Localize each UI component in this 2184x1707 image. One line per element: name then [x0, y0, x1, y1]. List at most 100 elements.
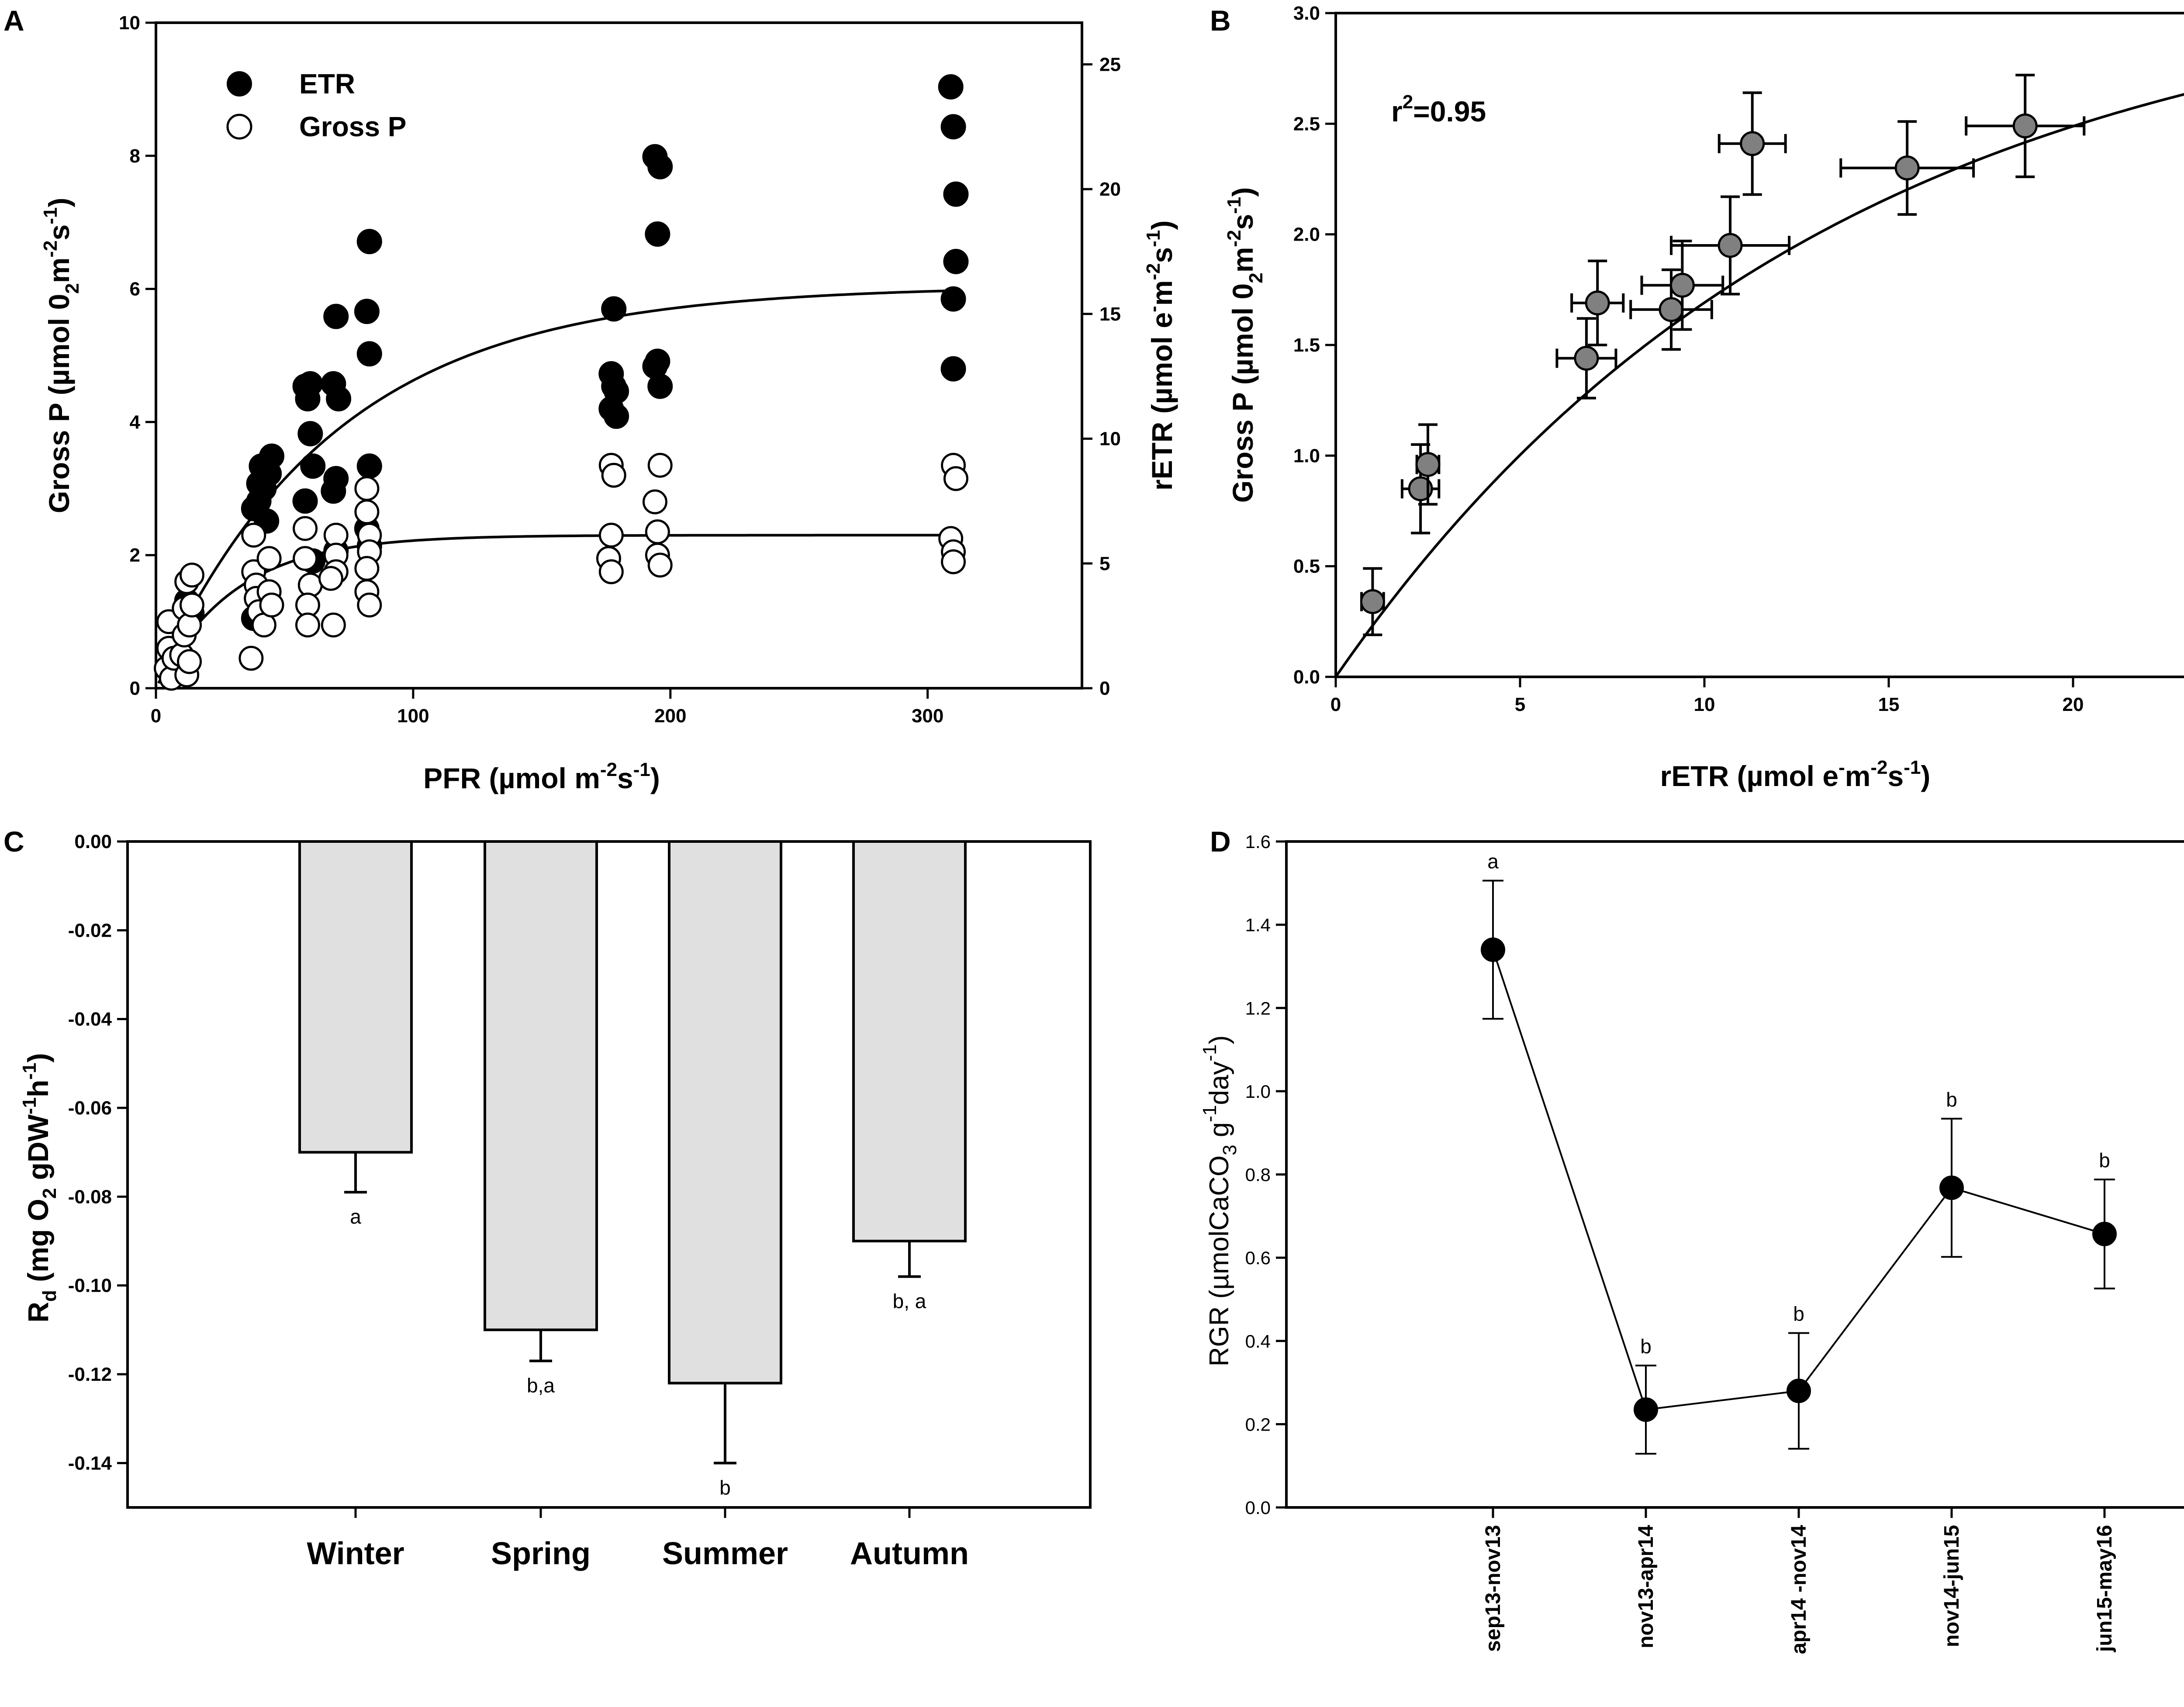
chart-b-annotation: r2=0.95 — [1391, 91, 1486, 128]
chart-d-significance: b — [1946, 1088, 1957, 1111]
chart-b-point — [1585, 290, 1610, 316]
chart-a-point-grossp — [293, 516, 318, 541]
chart-a-point-etr — [354, 299, 380, 324]
chart-d-significance: b — [2099, 1149, 2110, 1172]
chart-a-point-grossp — [647, 452, 673, 478]
chart-a-fit-etr — [160, 289, 956, 670]
chart-b-xtick-label: 15 — [1878, 694, 1900, 715]
chart-a-point-grossp — [354, 556, 380, 581]
chart-c-frame — [126, 840, 1092, 1509]
legend-etr-label: ETR — [299, 68, 355, 100]
chart-a-point-grossp — [601, 462, 626, 488]
chart-c-category-label: Spring — [491, 1536, 591, 1571]
chart-b-point — [1574, 345, 1599, 371]
panel-letter-b: B — [1210, 4, 1231, 37]
chart-d-ytick-label: 1.4 — [1245, 915, 1271, 935]
chart-c-category-label: Summer — [662, 1536, 788, 1571]
chart-a-point-etr — [604, 403, 629, 429]
chart-a-ytick-left-label: 8 — [130, 145, 140, 167]
chart-b-ylabel: Gross P (µmol 02m-2s-1) — [1223, 187, 1267, 503]
chart-a-point-etr — [601, 296, 627, 322]
chart-d-point — [2092, 1221, 2117, 1246]
chart-b-point — [1659, 297, 1684, 322]
chart-a-point-etr — [940, 114, 966, 140]
chart-a-point-grossp — [177, 649, 202, 674]
chart-d-point — [1787, 1379, 1811, 1404]
chart-b-points — [1360, 73, 2086, 636]
chart-d-ytick-label: 0.6 — [1245, 1248, 1271, 1268]
chart-b-xtick-label: 0 — [1330, 694, 1341, 715]
panel-letter-d: D — [1210, 825, 1231, 858]
chart-b-ytick-label: 3.0 — [1293, 3, 1320, 24]
chart-c-bar — [484, 840, 598, 1331]
chart-c-bars: a b,a b b, a — [298, 840, 967, 1499]
chart-b-fit — [1334, 93, 2184, 678]
chart-d-category-label: nov14-jun15 — [1940, 1525, 1963, 1647]
chart-a-point-grossp — [293, 546, 318, 571]
chart-a-point-etr — [356, 229, 382, 255]
chart-c-category-label: Autumn — [850, 1536, 969, 1571]
chart-a-point-etr — [940, 356, 966, 382]
chart-d-series: a b b b b — [1481, 850, 2117, 1455]
chart-b-point — [1894, 155, 1920, 181]
chart-a-ylabel-left: Gross P (µmol 02m-2s-1) — [40, 198, 83, 514]
chart-a-point-grossp — [241, 522, 266, 548]
chart-b-ytick-label: 2.0 — [1293, 224, 1320, 245]
chart-d-category-label: apr14 -nov14 — [1787, 1525, 1811, 1654]
chart-d-ytick-label: 1.0 — [1245, 1081, 1271, 1102]
chart-a-point-grossp — [295, 612, 320, 638]
chart-a-xlabel: PFR (µmol m-2s-1) — [423, 759, 660, 794]
chart-c-significance: b,a — [527, 1374, 555, 1397]
chart-a-point-grossp — [357, 593, 382, 617]
chart-a-point-grossp — [645, 519, 670, 545]
chart-c-bar — [298, 840, 413, 1154]
chart-a-point-etr — [321, 478, 346, 504]
chart-a-point-grossp — [642, 489, 667, 514]
chart-a-ytick-right-label: 20 — [1099, 179, 1121, 200]
chart-a-point-etr — [647, 154, 673, 179]
chart-d-frame — [1285, 840, 2184, 1509]
chart-c-ytick-label: -0.14 — [68, 1452, 112, 1474]
legend-etr-marker — [227, 71, 252, 97]
chart-a-point-etr — [292, 488, 318, 514]
chart-d-point — [1939, 1176, 1964, 1200]
chart-c-ytick-label: -0.04 — [68, 1009, 112, 1030]
panel-letter-a: A — [3, 4, 24, 37]
chart-c-ytick-label: -0.02 — [68, 920, 112, 941]
chart-a-ytick-right-label: 5 — [1099, 553, 1110, 574]
chart-a-points — [154, 74, 969, 691]
chart-d-ytick-label: 0.0 — [1245, 1497, 1271, 1518]
chart-a-point-etr — [259, 443, 284, 469]
chart-a-legend: ETR Gross P — [226, 68, 406, 142]
chart-a-point-grossp — [598, 559, 624, 584]
chart-a-point-etr — [356, 453, 382, 479]
chart-b-point — [2012, 113, 2038, 138]
chart-a-point-grossp — [256, 546, 282, 571]
chart-a-point-grossp — [598, 522, 624, 548]
chart-b-point — [1360, 589, 1385, 614]
chart-b-ytick-label: 2.5 — [1293, 113, 1320, 134]
chart-b-xtick-label: 20 — [2063, 694, 2084, 715]
chart-a-ytick-left-label: 4 — [130, 411, 141, 433]
chart-b-point — [1717, 233, 1743, 258]
chart-a-ytick-left-label: 6 — [130, 279, 140, 300]
chart-d-ytick-label: 0.2 — [1245, 1414, 1271, 1435]
chart-b-point — [1740, 131, 1765, 156]
chart-b-point — [1669, 272, 1695, 298]
chart-d-ylabel: RGR (µmolCaCO3 g-1day-1) — [1199, 1035, 1241, 1367]
chart-d-category-label: jun15-may16 — [2093, 1525, 2116, 1652]
chart-a-point-etr — [323, 303, 349, 329]
chart-a-xtick-label: 200 — [654, 705, 686, 727]
chart-a-point-grossp — [354, 499, 380, 524]
chart-a-point-etr — [645, 221, 670, 247]
chart-d-ytick-label: 0.4 — [1245, 1331, 1271, 1352]
chart-c-ytick-label: -0.06 — [68, 1097, 112, 1119]
chart-a-point-etr — [943, 181, 969, 207]
chart-b-xtick-label: 10 — [1694, 694, 1715, 715]
chart-a-point-etr — [943, 248, 969, 274]
chart-c-ytick-label: -0.08 — [68, 1186, 112, 1207]
chart-a-fit-grossp — [157, 534, 956, 684]
chart-c: a b,a b b, a 0.00 -0.02 -0.04 -0.06 -0.08 -0.10 -… — [19, 831, 1092, 1571]
